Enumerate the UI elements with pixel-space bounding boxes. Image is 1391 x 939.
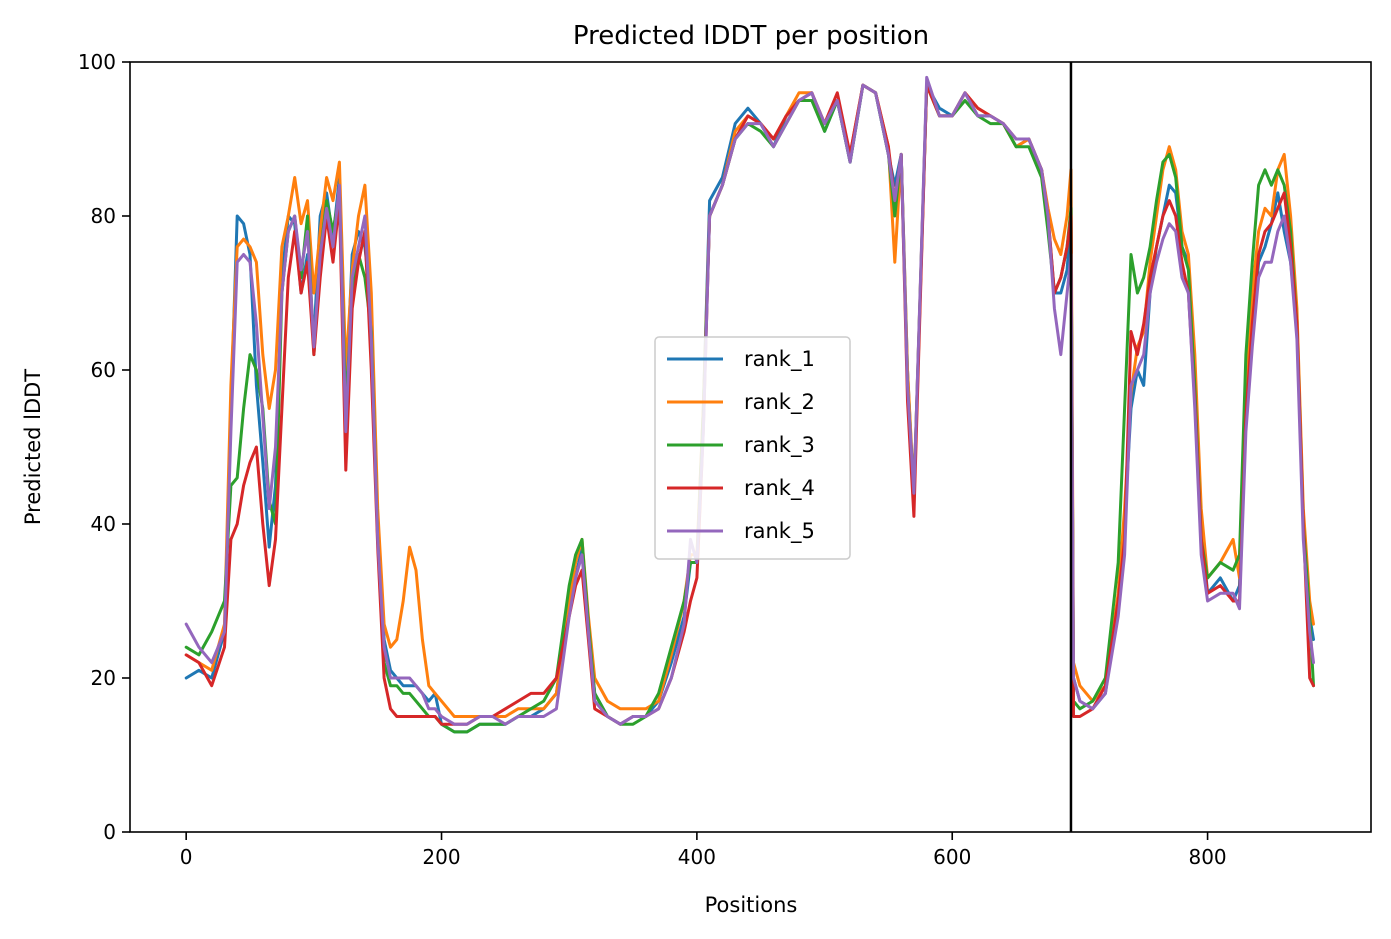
x-tick-label: 800: [1188, 845, 1226, 869]
legend: rank_1 rank_2 rank_3 rank_4 rank_5: [654, 336, 851, 560]
series-lines: [184, 75, 1315, 734]
x-axis-title: Positions: [705, 893, 798, 917]
legend-label-rank_1: rank_1: [744, 347, 815, 372]
y-tick-label: 20: [91, 666, 116, 690]
y-tick-label: 0: [103, 820, 116, 844]
legend-label-rank_5: rank_5: [744, 519, 815, 544]
series-line-rank_5: [184, 75, 1315, 726]
x-tick-label: 0: [180, 845, 193, 869]
x-tick-label: 600: [933, 845, 971, 869]
x-axis: 0 200 400 600 800: [180, 832, 1227, 869]
y-tick-label: 60: [91, 358, 116, 382]
chart-title: Predicted lDDT per position: [573, 21, 929, 51]
legend-label-rank_4: rank_4: [744, 476, 815, 501]
y-axis: 0 20 40 60 80 100: [78, 50, 130, 844]
legend-box: [654, 336, 851, 560]
legend-label-rank_2: rank_2: [744, 390, 815, 415]
x-tick-label: 400: [678, 845, 716, 869]
y-tick-label: 80: [91, 204, 116, 228]
plot-frame: [129, 61, 1372, 833]
y-axis-title: Predicted lDDT: [21, 369, 45, 525]
y-tick-label: 40: [91, 512, 116, 536]
x-tick-label: 200: [422, 845, 460, 869]
legend-label-rank_3: rank_3: [744, 433, 815, 458]
y-tick-label: 100: [78, 50, 116, 74]
